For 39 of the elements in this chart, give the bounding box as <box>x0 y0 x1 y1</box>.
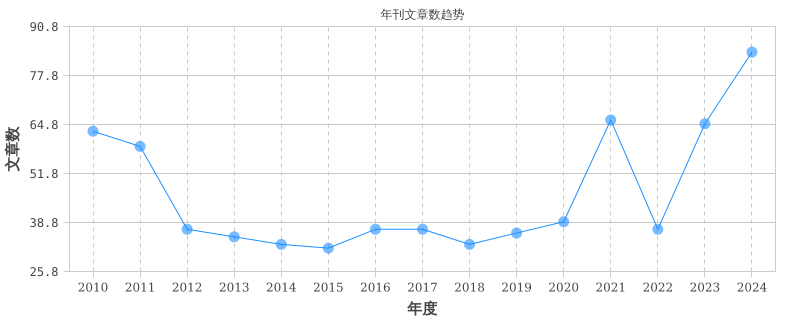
y-tick-label: 77.8 <box>30 69 59 83</box>
x-tick-label: 2023 <box>690 280 720 294</box>
point <box>228 231 240 242</box>
x-tick-label: 2013 <box>218 280 250 294</box>
x-axis-title: 年度 <box>406 300 438 318</box>
point <box>322 242 334 254</box>
chart-title: 年刊文章数趋势 <box>380 8 464 22</box>
x-tick-label: 2010 <box>78 280 108 294</box>
point <box>276 238 287 250</box>
point <box>558 216 570 228</box>
x-tick-label: 2017 <box>407 280 438 294</box>
y-tick-label: 51.8 <box>30 167 59 181</box>
point <box>370 224 381 235</box>
x-tick-label: 2022 <box>642 280 674 294</box>
x-tick-label: 2019 <box>501 280 532 294</box>
x-tick-label: 2012 <box>172 280 202 294</box>
point <box>746 46 758 58</box>
point <box>605 114 616 126</box>
x-tick-label: 2021 <box>595 280 626 294</box>
x-tick-label: 2015 <box>313 280 344 294</box>
x-tick-label: 2020 <box>548 280 579 294</box>
point <box>134 140 146 152</box>
y-tick-label: 25.8 <box>30 265 59 279</box>
y-axis-title: 文章数 <box>4 126 22 172</box>
x-tick-label: 2011 <box>124 280 156 294</box>
y-tick-label: 90.8 <box>30 20 59 34</box>
point <box>182 224 193 235</box>
point <box>417 224 428 235</box>
point <box>88 126 99 137</box>
x-tick-label: 2016 <box>360 280 391 294</box>
x-tick-label: 2018 <box>454 280 485 294</box>
point <box>652 224 664 235</box>
x-tick-label: 2014 <box>266 280 297 294</box>
y-tick-label: 64.8 <box>30 118 59 132</box>
point <box>511 228 522 239</box>
x-tick-label: 2024 <box>736 280 768 294</box>
y-tick-label: 38.8 <box>30 216 59 230</box>
point <box>699 118 710 130</box>
point <box>464 238 476 250</box>
